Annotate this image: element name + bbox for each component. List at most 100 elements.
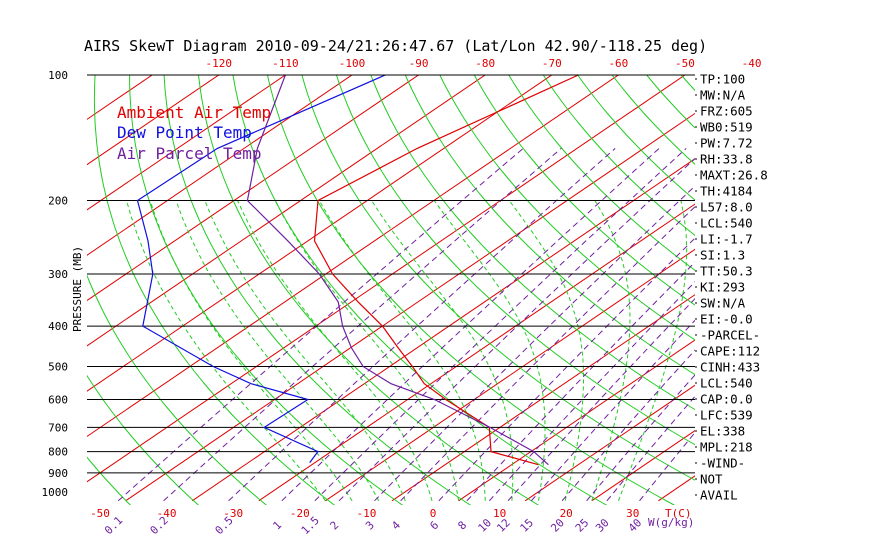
top-temperature-tick-label: -70 xyxy=(542,57,562,70)
dry-adiabat-line xyxy=(842,65,870,515)
stat-label: SI:1.3 xyxy=(700,248,745,263)
isotherm-line xyxy=(87,75,553,392)
stat-label: CAP:0.0 xyxy=(700,392,753,407)
isotherm-line xyxy=(87,75,487,347)
background-grid xyxy=(0,56,870,515)
stat-label: TT:50.3 xyxy=(700,264,753,279)
moist-adiabat-line xyxy=(274,200,460,501)
legend-ambient-air-temp: Ambient Air Temp xyxy=(117,103,271,122)
bottom-temperature-tick-label: -20 xyxy=(290,507,310,520)
top-temperature-tick-label: -110 xyxy=(272,57,299,70)
chart-title: AIRS SkewT Diagram 2010-09-24/21:26:47.6… xyxy=(84,37,707,55)
mixing-ratio-line xyxy=(507,297,695,502)
stat-label: CINH:433 xyxy=(700,360,760,375)
mixing-ratio-line xyxy=(530,319,695,502)
mixing-ratio-tick-label: 8 xyxy=(455,519,469,533)
moist-adiabat-line xyxy=(618,200,688,501)
stat-label: TH:4184 xyxy=(700,184,753,199)
dry-adiabat-line xyxy=(774,65,870,515)
legend-air-parcel-temp: Air Parcel Temp xyxy=(117,144,262,163)
stat-label: LCL:540 xyxy=(700,216,753,231)
isotherm-line xyxy=(391,294,695,502)
stat-label: MW:N/A xyxy=(700,88,746,103)
isotherm-line xyxy=(191,158,695,502)
isotherm-line xyxy=(0,56,47,501)
isotherm-line xyxy=(87,75,287,211)
pressure-tick-label: 600 xyxy=(48,393,68,406)
stat-label: KI:293 xyxy=(700,280,745,295)
bottom-temperature-tick-label: 30 xyxy=(626,507,639,520)
top-temperature-tick-label: -120 xyxy=(206,57,233,70)
dry-adiabat-line xyxy=(301,75,695,481)
dry-adiabat-line xyxy=(439,75,695,341)
top-temperature-tick-label: -80 xyxy=(475,57,495,70)
pressure-tick-labels: 100 200 300 400 500 600 700 800 900 1000 xyxy=(42,69,69,499)
mixing-ratio-tick-label: 25 xyxy=(573,516,592,535)
isotherm-line xyxy=(524,384,695,502)
stat-label: NOT xyxy=(700,472,723,487)
top-temperature-tick-label: -50 xyxy=(675,57,695,70)
dry-adiabat-line xyxy=(370,75,695,411)
bottom-temperature-tick-label: 10 xyxy=(493,507,506,520)
isotherm-line xyxy=(258,203,695,502)
stat-label: -WIND- xyxy=(700,456,745,471)
dry-adiabat-line xyxy=(473,75,695,306)
isotherm-line xyxy=(87,75,686,483)
bottom-temperature-tick-labels: -50 -40 -30 -20 -10 0 10 20 30 xyxy=(90,507,639,520)
mixing-ratio-lines xyxy=(117,148,695,502)
bottom-temperature-tick-label: -30 xyxy=(223,507,243,520)
moist-adiabat-line xyxy=(175,200,380,502)
pressure-tick-label: 300 xyxy=(48,268,68,281)
top-temperature-tick-label: -100 xyxy=(339,57,366,70)
isobar-lines xyxy=(87,200,695,474)
stat-label: CAPE:112 xyxy=(700,344,760,359)
mixing-ratio-tick-label: 1 xyxy=(270,519,284,533)
bottom-temperature-tick-label: -50 xyxy=(90,507,110,520)
pressure-tick-label: 700 xyxy=(48,421,68,434)
mixing-ratio-tick-label: 10 xyxy=(476,516,495,535)
stat-label: EL:338 xyxy=(700,424,745,439)
top-temperature-tick-label: -40 xyxy=(742,57,762,70)
moist-adiabat-line xyxy=(433,200,546,501)
stat-label: TP:100 xyxy=(700,72,745,87)
moist-adiabat-line xyxy=(318,200,486,501)
moist-adiabat-line xyxy=(371,200,514,501)
stat-label: -PARCEL- xyxy=(700,328,760,343)
mixing-ratio-line xyxy=(163,148,562,502)
top-temperature-tick-labels: -120 -110 -100 -90 -80 -70 -60 -50 -40 xyxy=(206,57,762,70)
moist-adiabat-line xyxy=(126,200,326,502)
dry-adiabat-line xyxy=(335,75,695,446)
pressure-tick-label: 500 xyxy=(48,360,68,373)
moist-adiabat-line xyxy=(237,200,433,501)
top-temperature-tick-label: -60 xyxy=(608,57,628,70)
stat-label: WB0:519 xyxy=(700,120,753,135)
stat-label: MAXT:26.8 xyxy=(700,168,768,183)
dry-adiabat-line xyxy=(404,75,695,376)
bottom-temperature-tick-label: 20 xyxy=(560,507,573,520)
isotherm-line xyxy=(125,112,695,502)
mixing-ratio-unit-label: W(g/kg) xyxy=(648,516,694,529)
dry-adiabat-line xyxy=(87,274,268,505)
pressure-tick-label: 100 xyxy=(48,69,68,82)
isotherm-line xyxy=(458,339,695,502)
dry-adiabat-line xyxy=(266,75,676,505)
stat-label: LFC:539 xyxy=(700,408,753,423)
dry-adiabat-line xyxy=(741,65,870,515)
mixing-ratio-tick-label: 3 xyxy=(363,519,377,533)
pressure-tick-label: 1000 xyxy=(42,486,69,499)
mixing-ratio-line xyxy=(639,431,695,502)
ambient-profile-line xyxy=(313,75,579,466)
bottom-temperature-tick-label: -40 xyxy=(157,507,177,520)
moist-adiabat-line xyxy=(591,200,631,501)
mixing-ratio-tick-label: 2 xyxy=(328,519,342,533)
stat-label: AVAIL xyxy=(700,488,738,503)
sounding-statistics-panel: TP:100MW:N/AFRZ:605WB0:519PW:7.72RH:33.8… xyxy=(695,72,768,503)
dry-adiabat-line xyxy=(577,75,695,201)
dry-adiabat-line xyxy=(542,75,695,237)
stat-label: PW:7.72 xyxy=(700,136,753,151)
pressure-tick-label: 400 xyxy=(48,320,68,333)
pressure-tick-label: 200 xyxy=(48,195,68,208)
dry-adiabat-line xyxy=(163,75,472,505)
moist-adiabat-line xyxy=(149,200,353,502)
